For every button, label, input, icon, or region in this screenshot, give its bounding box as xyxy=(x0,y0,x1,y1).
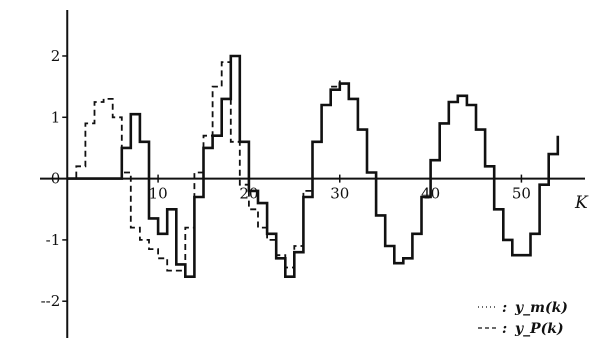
legend-marker: : xyxy=(502,300,507,316)
legend-label: y_P(k) xyxy=(514,321,564,337)
zero-tick-label: 0 xyxy=(51,170,61,188)
x-tick-label: 30 xyxy=(330,185,349,203)
legend: : y_m(k): y_P(k) xyxy=(478,300,568,337)
y-tick-label: --2 xyxy=(41,292,61,310)
x-tick-label: 50 xyxy=(512,185,531,203)
legend-label: y_m(k) xyxy=(514,300,568,316)
series-yp-line xyxy=(67,61,341,272)
x-axis-label: K xyxy=(574,193,589,213)
series-lines xyxy=(67,54,560,278)
y-tick-label: 1 xyxy=(51,108,61,126)
x-tick-label: 10 xyxy=(149,185,168,203)
legend-marker: : xyxy=(502,321,507,337)
y-tick-label: 2 xyxy=(51,47,61,65)
y-tick-label: -1 xyxy=(46,231,61,249)
